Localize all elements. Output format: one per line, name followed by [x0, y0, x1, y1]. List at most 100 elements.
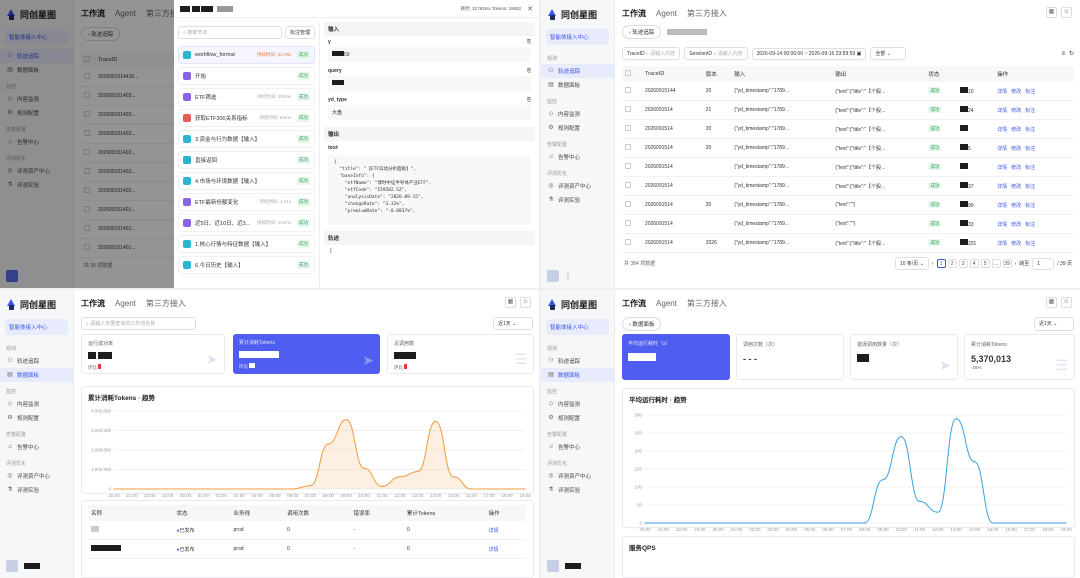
- checkbox[interactable]: [625, 201, 631, 207]
- node-item[interactable]: 直接返回 成功: [178, 151, 315, 169]
- node-item[interactable]: ETF最新份额变化 持续时间: 1.41s 成功: [178, 193, 315, 211]
- checkbox[interactable]: [625, 125, 631, 131]
- sidebar-item-eval-assets[interactable]: ◎ 评测资产中心: [541, 469, 614, 483]
- tab-third-party[interactable]: 第三方接入: [145, 9, 186, 18]
- node-item[interactable]: 3.资金与行为数据【输入】 成功: [178, 130, 315, 148]
- detail-link[interactable]: 详情: [997, 126, 1008, 133]
- user-icon[interactable]: ☺: [1061, 297, 1072, 308]
- checkbox[interactable]: [625, 70, 631, 76]
- edit-link[interactable]: 修改: [1011, 107, 1022, 114]
- sidebar-item-trace[interactable]: ⚇ 轨迹追踪: [541, 64, 614, 78]
- sidebar-item-eval-assets[interactable]: ◎ 评测资产中心: [541, 179, 614, 193]
- table-row[interactable]: 2026091514 20 {"yd_timestamp":"1789... {"te…: [622, 195, 1074, 215]
- sidebar-item-alert[interactable]: ♫ 告警中心: [541, 440, 614, 454]
- next-page-icon[interactable]: ›: [1014, 260, 1017, 267]
- page-number[interactable]: 3: [958, 259, 968, 268]
- sessionid-filter[interactable]: SessionID ⌕ 请输入内容: [684, 47, 748, 60]
- copy-icon[interactable]: ⎘: [526, 39, 531, 45]
- checkbox[interactable]: [84, 206, 90, 212]
- workflow-search-input[interactable]: ⌕ 请输入你要查询的工作流名称: [81, 317, 196, 330]
- node-item[interactable]: 获取ETF300关系指标 持续时间: 64ms 成功: [178, 109, 315, 127]
- tag-link[interactable]: 标注: [1025, 88, 1036, 95]
- edit-link[interactable]: 修改: [1011, 126, 1022, 133]
- sidebar-item-dashboard[interactable]: ▤ 数据面板: [0, 368, 73, 382]
- node-item[interactable]: 近5日、近10日、近3... 持续时间: 422ms 成功: [178, 214, 315, 232]
- detail-link[interactable]: 详情: [997, 240, 1008, 247]
- edit-link[interactable]: 修改: [1011, 164, 1022, 171]
- sidebar-item-eval-exp[interactable]: ⚗ 评测实验: [0, 483, 73, 497]
- checkbox[interactable]: [625, 163, 631, 169]
- detail-link[interactable]: 详情: [997, 202, 1008, 209]
- range-select[interactable]: 近1天 ⌄: [1034, 317, 1074, 331]
- sidebar-item-eval-assets[interactable]: ◎ 评测资产中心: [0, 164, 73, 178]
- tag-link[interactable]: 标注: [1025, 107, 1036, 114]
- back-button[interactable]: ‹ 数据面板: [622, 317, 662, 331]
- sidebar-item-content[interactable]: ◇ 内容监测: [0, 397, 73, 411]
- user-icon[interactable]: ☺: [520, 297, 531, 308]
- node-item[interactable]: 4.市场与环境数据【输入】 成功: [178, 172, 315, 190]
- sidebar-item-content[interactable]: ◇ 内容监测: [0, 92, 73, 106]
- edit-link[interactable]: 修改: [1011, 145, 1022, 152]
- refresh-icon[interactable]: ↻: [1068, 51, 1074, 57]
- agent-center-item[interactable]: 智能体接入中心: [5, 319, 68, 335]
- sidebar-item-eval-exp[interactable]: ⚗ 评测实验: [0, 178, 73, 192]
- tag-link[interactable]: 标注: [1025, 145, 1036, 152]
- sidebar-item-trace[interactable]: ⚇ 轨迹追踪: [0, 49, 73, 63]
- detail-link[interactable]: 详情: [997, 88, 1008, 95]
- tab-agent[interactable]: Agent: [656, 299, 677, 308]
- checkbox[interactable]: [84, 187, 90, 193]
- manage-button[interactable]: 标注管理: [284, 26, 315, 39]
- goto-input[interactable]: 1: [1032, 257, 1055, 270]
- detail-link[interactable]: 详情: [997, 107, 1008, 114]
- tab-agent[interactable]: Agent: [115, 299, 136, 308]
- edit-link[interactable]: 修改: [1011, 183, 1022, 190]
- sidebar-item-trace[interactable]: ⚇ 轨迹追踪: [0, 354, 73, 368]
- sidebar-item-dashboard[interactable]: ▤ 数据面板: [541, 78, 614, 92]
- edit-link[interactable]: 修改: [1011, 88, 1022, 95]
- tab-third-party[interactable]: 第三方接入: [686, 9, 727, 18]
- tag-link[interactable]: 标注: [1025, 221, 1036, 228]
- close-icon[interactable]: ✕: [527, 5, 533, 13]
- tag-link[interactable]: 标注: [1025, 164, 1036, 171]
- page-number[interactable]: ...: [991, 259, 1001, 268]
- table-row[interactable]: 2026091514 20 {"yd_timestamp":"1789... {"te…: [622, 119, 1074, 139]
- checkbox[interactable]: [84, 244, 90, 250]
- status-select[interactable]: 全部 ⌄: [870, 47, 907, 60]
- traceid-filter[interactable]: TraceID ⌕ 请输入内容: [622, 47, 681, 60]
- back-button[interactable]: ‹ 轨迹追踪: [622, 25, 662, 39]
- copy-icon[interactable]: ⎘: [526, 97, 531, 103]
- edit-link[interactable]: 修改: [1011, 202, 1022, 209]
- range-select[interactable]: 近1天 ⌄: [493, 317, 533, 330]
- tag-link[interactable]: 标注: [1025, 202, 1036, 209]
- copy-icon[interactable]: ⎘: [526, 68, 531, 74]
- checkbox[interactable]: [84, 56, 90, 62]
- table-row[interactable]: 2026091514 21 {"yd_timestamp":"1789... {"te…: [622, 100, 1074, 120]
- detail-link[interactable]: 详情: [997, 145, 1008, 152]
- node-item[interactable]: 6.今日历史【输入】 成功: [178, 256, 315, 274]
- page-number[interactable]: 4: [969, 259, 979, 268]
- checkbox[interactable]: [84, 92, 90, 98]
- checkbox[interactable]: [625, 220, 631, 226]
- sidebar-item-alert[interactable]: ♫ 告警中心: [0, 440, 73, 454]
- node-item[interactable]: 开始 成功: [178, 67, 315, 85]
- detail-link[interactable]: 详情: [997, 183, 1008, 190]
- date-range-picker[interactable]: 2026-09-14 00:00:00 ~ 2026-09-15 23:59:5…: [751, 47, 867, 60]
- detail-link[interactable]: 详情: [485, 521, 526, 540]
- node-item[interactable]: 1.核心行情与特征数据【输入】 成功: [178, 235, 315, 253]
- checkbox[interactable]: [84, 111, 90, 117]
- grid-icon[interactable]: ▦: [505, 297, 516, 308]
- tab-third-party[interactable]: 第三方接入: [686, 299, 727, 308]
- avatar[interactable]: [547, 560, 559, 572]
- prev-page-icon[interactable]: ‹: [931, 260, 934, 267]
- edit-link[interactable]: 修改: [1011, 240, 1022, 247]
- agent-center-item[interactable]: 智能体接入中心: [546, 29, 609, 45]
- avatar[interactable]: [6, 270, 18, 282]
- tab-workflow[interactable]: 工作流: [622, 9, 646, 18]
- detail-link[interactable]: 详情: [485, 539, 526, 559]
- page-number[interactable]: 1: [936, 259, 946, 268]
- checkbox[interactable]: [625, 87, 631, 93]
- sidebar-item-eval-exp[interactable]: ⚗ 评测实验: [541, 193, 614, 207]
- checkbox[interactable]: [625, 182, 631, 188]
- back-button[interactable]: ‹ 轨迹追踪: [81, 27, 121, 41]
- tab-workflow[interactable]: 工作流: [622, 299, 646, 308]
